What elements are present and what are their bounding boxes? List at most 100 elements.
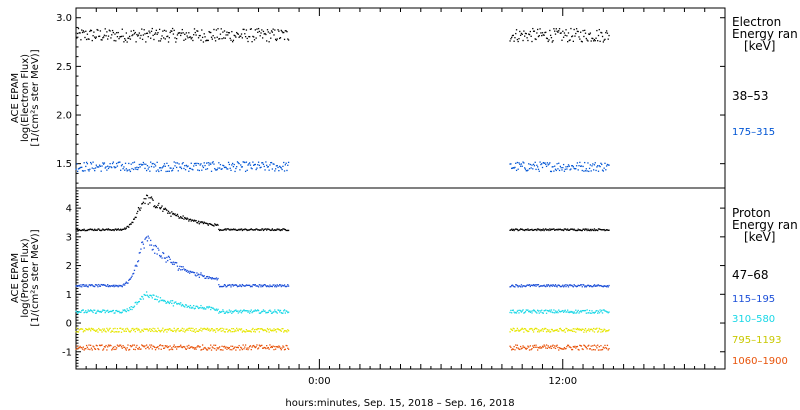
data-point	[236, 346, 239, 348]
data-point	[226, 285, 228, 288]
data-point	[266, 166, 269, 168]
data-point	[536, 328, 538, 330]
data-point	[183, 39, 185, 41]
data-point	[516, 344, 519, 346]
data-point	[230, 286, 232, 288]
data-point	[285, 344, 287, 347]
data-point	[161, 344, 163, 347]
data-point	[152, 294, 154, 296]
data-point	[186, 269, 188, 272]
data-point	[286, 31, 288, 33]
data-point	[586, 229, 588, 232]
data-point	[177, 170, 179, 172]
data-point	[127, 344, 129, 346]
data-point	[606, 330, 609, 332]
data-point	[284, 348, 286, 350]
data-point	[547, 164, 549, 166]
data-point	[223, 228, 226, 231]
data-point	[218, 329, 220, 331]
data-point	[191, 36, 193, 39]
data-point	[578, 349, 580, 351]
data-point	[217, 277, 219, 280]
data-point	[268, 169, 270, 171]
proton-legend-units: [keV]	[744, 230, 775, 244]
data-point	[541, 163, 543, 165]
data-point	[549, 311, 552, 313]
data-point	[574, 168, 576, 170]
data-point	[549, 285, 551, 288]
data-point	[158, 254, 161, 257]
data-point	[206, 327, 209, 329]
data-point	[140, 34, 142, 37]
data-point	[567, 344, 569, 346]
data-point	[549, 331, 551, 333]
data-point	[251, 41, 253, 43]
data-point	[232, 228, 235, 230]
data-point	[244, 285, 247, 287]
data-point	[94, 329, 96, 331]
data-point	[147, 235, 149, 237]
data-point	[554, 285, 556, 287]
data-point	[239, 35, 241, 37]
data-point	[111, 285, 113, 287]
data-point	[560, 32, 562, 34]
data-point	[513, 311, 515, 313]
data-point	[161, 205, 163, 207]
data-point	[132, 221, 134, 224]
data-point	[149, 327, 151, 330]
data-point	[156, 33, 158, 35]
data-point	[137, 168, 139, 171]
data-point	[178, 345, 180, 348]
data-point	[589, 328, 592, 331]
data-point	[512, 228, 514, 231]
data-point	[125, 330, 127, 332]
data-point	[235, 36, 237, 38]
data-point	[572, 345, 574, 348]
data-point	[171, 261, 173, 264]
data-point	[518, 348, 520, 350]
data-point	[201, 274, 203, 276]
data-point	[599, 284, 601, 287]
data-marks	[75, 27, 610, 351]
data-point	[284, 312, 286, 314]
data-point	[98, 348, 100, 351]
data-point	[225, 346, 227, 348]
data-point	[512, 348, 514, 350]
data-point	[240, 347, 243, 349]
data-point	[590, 40, 592, 42]
data-point	[160, 169, 162, 172]
electron-legend-units: [keV]	[744, 39, 775, 53]
data-point	[551, 328, 553, 331]
data-point	[197, 345, 200, 347]
data-point	[143, 346, 145, 348]
data-point	[159, 331, 162, 333]
data-point	[186, 166, 188, 168]
data-point	[543, 310, 545, 312]
data-point	[526, 229, 528, 231]
data-point	[103, 309, 106, 312]
data-point	[155, 29, 158, 32]
data-point	[263, 165, 265, 168]
data-point	[214, 40, 217, 42]
data-point	[180, 32, 183, 34]
data-point	[531, 164, 533, 166]
data-point	[578, 36, 580, 38]
data-point	[88, 310, 90, 312]
data-point	[223, 345, 226, 348]
data-point	[570, 311, 572, 313]
data-point	[600, 229, 602, 231]
data-point	[175, 41, 177, 43]
data-point	[244, 228, 246, 230]
data-point	[180, 305, 183, 307]
data-point	[552, 228, 554, 230]
data-point	[170, 329, 172, 332]
data-point	[239, 284, 241, 286]
data-point	[107, 344, 110, 346]
data-point	[231, 327, 233, 330]
data-point	[86, 328, 89, 331]
data-point	[180, 329, 183, 331]
data-point	[281, 229, 283, 231]
data-point	[169, 301, 171, 303]
data-point	[247, 229, 249, 231]
data-point	[520, 328, 523, 330]
